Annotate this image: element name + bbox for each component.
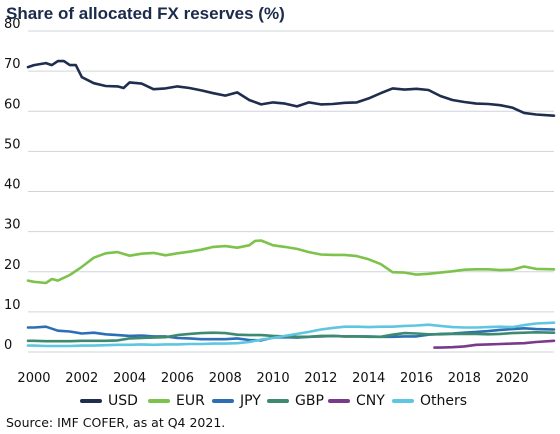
y-tick-label: 50 xyxy=(4,137,21,152)
legend-swatch-gbp xyxy=(267,399,289,403)
source-note: Source: IMF COFER, as at Q4 2021. xyxy=(6,415,226,430)
legend-label-usd: USD xyxy=(108,393,138,409)
legend-item-others: Others xyxy=(392,393,467,409)
series-line-others xyxy=(26,321,556,348)
series-lines xyxy=(26,59,556,349)
y-axis-ticks: 0 10 20 30 40 50 60 70 80 xyxy=(4,17,21,353)
series-line-eur xyxy=(26,239,556,285)
legend-swatch-eur xyxy=(148,399,170,403)
x-tick-label: 2014 xyxy=(352,371,385,386)
series-line-usd xyxy=(26,59,556,117)
x-tick-label: 2012 xyxy=(304,371,337,386)
legend-label-others: Others xyxy=(420,393,468,409)
legend-item-usd: USD xyxy=(80,393,138,409)
x-tick-label: 2002 xyxy=(65,371,98,386)
x-tick-label: 2000 xyxy=(17,371,50,386)
y-tick-label: 10 xyxy=(4,298,21,313)
legend: USD EUR JPY GBP CNY Others xyxy=(0,393,560,413)
legend-item-gbp: GBP xyxy=(267,393,324,409)
x-tick-label: 2008 xyxy=(209,371,242,386)
gridlines xyxy=(28,30,554,353)
x-tick-label: 2016 xyxy=(400,371,433,386)
legend-swatch-usd xyxy=(80,399,102,403)
y-tick-label: 70 xyxy=(4,57,21,72)
legend-label-jpy: JPY xyxy=(240,393,261,409)
series-line-cny xyxy=(433,339,556,349)
legend-label-cny: CNY xyxy=(356,393,385,409)
legend-item-cny: CNY xyxy=(328,393,385,409)
legend-item-eur: EUR xyxy=(148,393,205,409)
x-tick-label: 2006 xyxy=(161,371,194,386)
chart-title: Share of allocated FX reserves (%) xyxy=(6,4,285,23)
y-tick-label: 60 xyxy=(4,97,21,112)
legend-label-gbp: GBP xyxy=(295,393,324,409)
x-axis-ticks: 2000 2002 2004 2006 2008 2010 2012 2014 2016 2018… xyxy=(17,371,528,386)
legend-swatch-jpy xyxy=(212,399,234,403)
y-tick-label: 0 xyxy=(4,338,12,353)
legend-label-eur: EUR xyxy=(176,393,205,409)
legend-item-jpy: JPY xyxy=(212,393,261,409)
x-tick-label: 2018 xyxy=(448,371,481,386)
y-tick-label: 20 xyxy=(4,258,21,273)
x-tick-label: 2004 xyxy=(113,371,146,386)
y-tick-label: 40 xyxy=(4,178,21,193)
y-tick-label: 30 xyxy=(4,218,21,233)
x-tick-label: 2010 xyxy=(257,371,290,386)
x-tick-label: 2020 xyxy=(496,371,529,386)
legend-swatch-cny xyxy=(328,399,350,403)
legend-swatch-others xyxy=(392,399,414,403)
y-tick-label: 80 xyxy=(4,17,21,32)
